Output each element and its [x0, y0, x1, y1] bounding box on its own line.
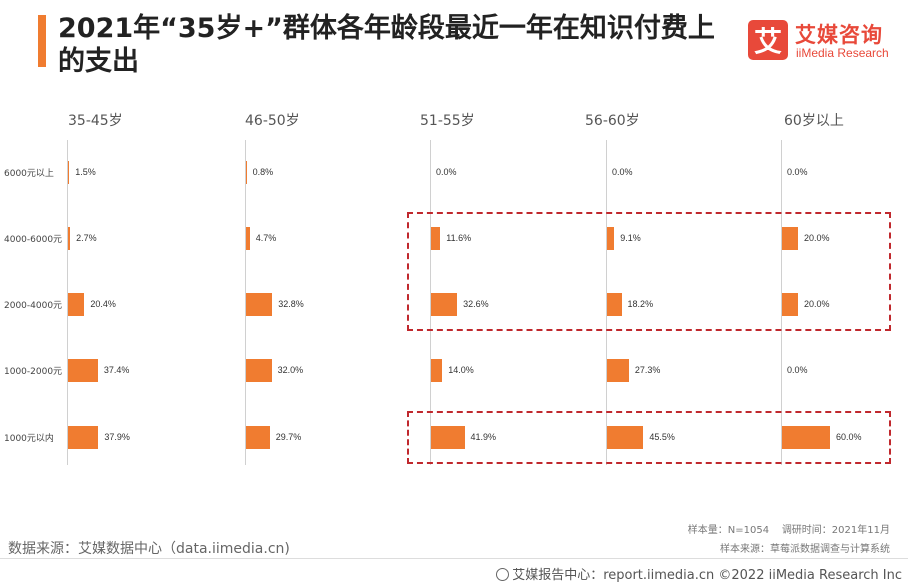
bar	[607, 358, 629, 382]
bottom-divider	[0, 558, 908, 559]
bar	[607, 226, 615, 250]
bar	[246, 160, 247, 184]
panel-axis-line	[67, 140, 68, 465]
data-label: 18.2%	[627, 299, 654, 309]
logo-name-cn: 艾媒咨询	[795, 23, 883, 47]
panel-header: 46-50岁	[245, 113, 300, 129]
bar	[68, 358, 98, 382]
panel-axis-line	[606, 140, 607, 465]
data-label: 20.4%	[90, 299, 116, 309]
bar	[431, 226, 441, 250]
row-label: 4000-6000元	[4, 235, 63, 245]
data-label: 9.1%	[620, 233, 641, 243]
data-source: 数据来源：艾媒数据中心（data.iimedia.cn)	[8, 541, 290, 557]
bar	[68, 226, 71, 250]
data-label: 32.6%	[463, 299, 489, 309]
bar	[607, 292, 622, 316]
data-label: 60.0%	[836, 432, 862, 442]
globe-icon	[496, 568, 510, 581]
row-label: 1000元以内	[4, 434, 54, 444]
data-label: 29.7%	[275, 432, 302, 442]
bar	[431, 425, 465, 449]
data-label: 4.7%	[255, 233, 277, 243]
footnote-survey-time: 调研时间：2021年11月	[781, 525, 890, 536]
bar	[246, 292, 273, 316]
panel-axis-line	[245, 140, 246, 465]
data-label: 14.0%	[448, 365, 474, 375]
data-label: 27.3%	[634, 365, 661, 375]
iimedia-logo-icon: 艾	[748, 20, 788, 60]
data-label: 0.0%	[612, 167, 633, 177]
panel-header: 56-60岁	[585, 113, 640, 129]
row-label: 1000-2000元	[4, 367, 63, 377]
data-label: 32.0%	[277, 365, 304, 375]
bar	[431, 358, 443, 382]
copyright-text: 艾媒报告中心：report.iimedia.cn ©2022 iiMedia R…	[512, 568, 902, 583]
data-label: 0.0%	[787, 365, 808, 375]
bar	[782, 425, 830, 449]
data-label: 41.9%	[470, 432, 497, 442]
bar	[431, 292, 458, 316]
copyright: 艾媒报告中心：report.iimedia.cn ©2022 iiMedia R…	[496, 564, 902, 583]
panel-header: 51-55岁	[420, 113, 475, 129]
row-label: 2000-4000元	[4, 301, 63, 311]
data-label: 0.8%	[252, 167, 274, 177]
bar	[246, 226, 250, 250]
data-label: 20.0%	[804, 233, 830, 243]
bar	[246, 425, 270, 449]
highlight-box	[407, 212, 891, 331]
footnote-sample-time: 样本量：N=1054 调研时间：2021年11月	[688, 521, 890, 536]
footnote-sample-source: 样本来源：草莓派数据调查与计算系统	[720, 544, 890, 555]
data-label: 37.9%	[104, 432, 130, 442]
bar	[607, 425, 644, 449]
panel-axis-line	[781, 140, 782, 465]
title-accent-bar	[38, 15, 46, 67]
panel-header: 35-45岁	[68, 113, 123, 129]
data-label: 32.8%	[278, 299, 304, 309]
page-title: 2021年“35岁+”群体各年龄段最近一年在知识付费上的支出	[58, 13, 715, 77]
data-label: 45.5%	[649, 432, 675, 442]
data-label: 20.0%	[804, 299, 830, 309]
panel-axis-line	[430, 140, 431, 465]
row-label: 6000元以上	[4, 169, 54, 179]
bar	[246, 358, 272, 382]
data-label: 0.0%	[436, 167, 457, 177]
highlight-box	[407, 411, 891, 464]
bar	[68, 160, 70, 184]
bar	[68, 292, 85, 316]
bar	[782, 226, 798, 250]
logo-name-en: iiMedia Research	[796, 46, 889, 60]
data-label: 0.0%	[787, 167, 808, 177]
data-label: 2.7%	[76, 233, 97, 243]
data-label: 1.5%	[75, 167, 96, 177]
data-label: 11.6%	[446, 233, 472, 243]
footnote-sample: 样本量：N=1054	[687, 525, 770, 536]
panel-header: 60岁以上	[784, 113, 844, 129]
bar	[68, 425, 99, 449]
bar	[782, 292, 798, 316]
data-label: 37.4%	[103, 365, 130, 375]
